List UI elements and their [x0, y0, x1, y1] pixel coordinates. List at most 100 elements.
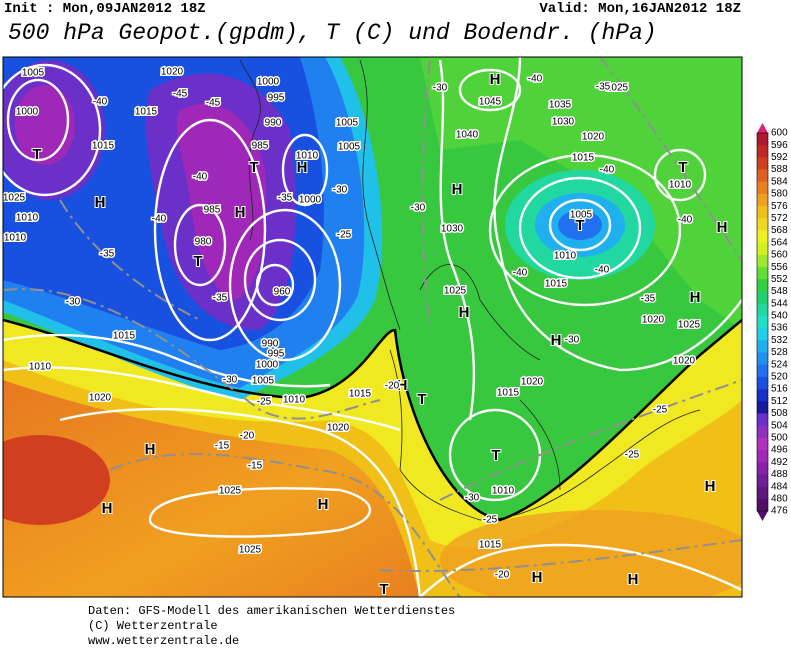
contour-label: 1000 [256, 360, 279, 371]
contour-label: 985 [252, 141, 269, 152]
contour-label: 1025 [3, 193, 26, 204]
contour-label: 1020 [89, 393, 112, 404]
colorbar-label: 500 [771, 432, 788, 443]
colorbar-segment [757, 425, 768, 439]
contour-label: 1015 [349, 389, 372, 400]
colorbar-segment [757, 340, 768, 353]
pressure-center: H [95, 194, 106, 211]
pressure-center: H [551, 332, 562, 349]
contour-label: 1010 [554, 251, 577, 262]
contour-label: 995 [268, 349, 285, 360]
contour-label: -40 [93, 97, 108, 108]
contour-label: 1010 [283, 395, 306, 406]
colorbar-label: 560 [771, 250, 788, 261]
pressure-center: H [705, 478, 716, 495]
contour-label: -45 [206, 98, 221, 109]
init-time: Init : Mon,09JAN2012 18Z [4, 1, 206, 17]
pressure-center: H [235, 204, 246, 221]
colorbar-segment [757, 328, 768, 341]
colorbar-segment [757, 193, 768, 207]
contour-label: -35 [213, 293, 228, 304]
contour-label: 1045 [479, 97, 502, 108]
colorbar-segment [757, 254, 768, 268]
contour-label: -20 [240, 431, 255, 442]
colorbar-label: 488 [771, 469, 788, 480]
footer-url: www.wetterzentrale.de [88, 634, 239, 648]
colorbar-label: 524 [771, 359, 788, 370]
contour-label: 1015 [135, 107, 158, 118]
colorbar-label: 532 [771, 335, 788, 346]
colorbar-segment [757, 157, 768, 170]
colorbar-label: 568 [771, 225, 788, 236]
colorbar-arrow-top [757, 123, 768, 133]
contour-label: 1015 [572, 153, 595, 164]
colorbar-label: 556 [771, 262, 788, 273]
contour-label: -30 [465, 493, 480, 504]
colorbar-label: 516 [771, 384, 788, 395]
contour-label: 1020 [673, 356, 696, 367]
colorbar-segment [757, 474, 768, 487]
contour-label: 1025 [606, 83, 629, 94]
colorbar-label: 576 [771, 201, 788, 212]
colorbar-label: 580 [771, 189, 788, 200]
contour-label: 1015 [545, 279, 568, 290]
contour-label: -25 [625, 450, 640, 461]
contour-label: 1020 [521, 377, 544, 388]
contour-label: 1015 [113, 331, 136, 342]
contour-label: -35 [596, 82, 611, 93]
contour-label: 1010 [16, 213, 39, 224]
colorbar-segment [757, 486, 768, 500]
pressure-center: T [249, 159, 258, 176]
pressure-center: H [145, 441, 156, 458]
contour-label: 1000 [299, 195, 322, 206]
pressure-center: H [690, 289, 701, 306]
colorbar-label: 588 [771, 164, 788, 175]
contour-label: 995 [268, 93, 285, 104]
colorbar-label: 552 [771, 274, 788, 285]
contour-label: 1000 [16, 107, 39, 118]
pressure-center: T [491, 447, 500, 464]
colorbar-segment [757, 352, 768, 365]
colorbar-segment [757, 230, 768, 244]
contour-label: 990 [265, 118, 282, 129]
pressure-center: H [490, 71, 501, 88]
contour-label: 1025 [219, 486, 242, 497]
colorbar-label: 584 [771, 176, 788, 187]
colorbar-label: 564 [771, 237, 788, 248]
footer-copyright: (C) Wetterzentrale [88, 619, 218, 633]
colorbar-label: 540 [771, 311, 788, 322]
colorbar-segment [757, 291, 768, 305]
contour-label: 1005 [338, 142, 361, 153]
contour-label: 1020 [582, 132, 605, 143]
colorbar-label: 572 [771, 213, 788, 224]
contour-label: -30 [565, 335, 580, 346]
contour-label: 1015 [92, 141, 115, 152]
colorbar-segment [757, 206, 768, 219]
colorbar-segment [757, 376, 768, 390]
colorbar-label: 548 [771, 286, 788, 297]
colorbar-segment [757, 145, 768, 158]
pressure-center: H [452, 181, 463, 198]
colorbar-frame [756, 132, 769, 512]
colorbar-label: 508 [771, 408, 788, 419]
contour-label: -15 [215, 441, 230, 452]
contour-label: -40 [600, 165, 615, 176]
pressure-center: T [193, 253, 202, 270]
contour-label: 960 [274, 287, 291, 298]
colorbar-label: 592 [771, 152, 788, 163]
colorbar-segment [757, 364, 768, 378]
contour-label: -30 [66, 297, 81, 308]
contour-label: 1020 [642, 315, 665, 326]
pressure-center: H [532, 569, 543, 586]
pressure-center: T [575, 217, 584, 234]
contour-label: 1010 [492, 486, 515, 497]
contour-label: 1030 [552, 117, 575, 128]
pressure-center: H [102, 500, 113, 517]
contour-label: -35 [641, 294, 656, 305]
contour-label: -30 [223, 375, 238, 386]
contour-label: -30 [433, 83, 448, 94]
pressure-center: H [318, 496, 329, 513]
contour-label: 1020 [327, 423, 350, 434]
colorbar-segment [757, 218, 768, 231]
colorbar-segment [757, 437, 768, 451]
